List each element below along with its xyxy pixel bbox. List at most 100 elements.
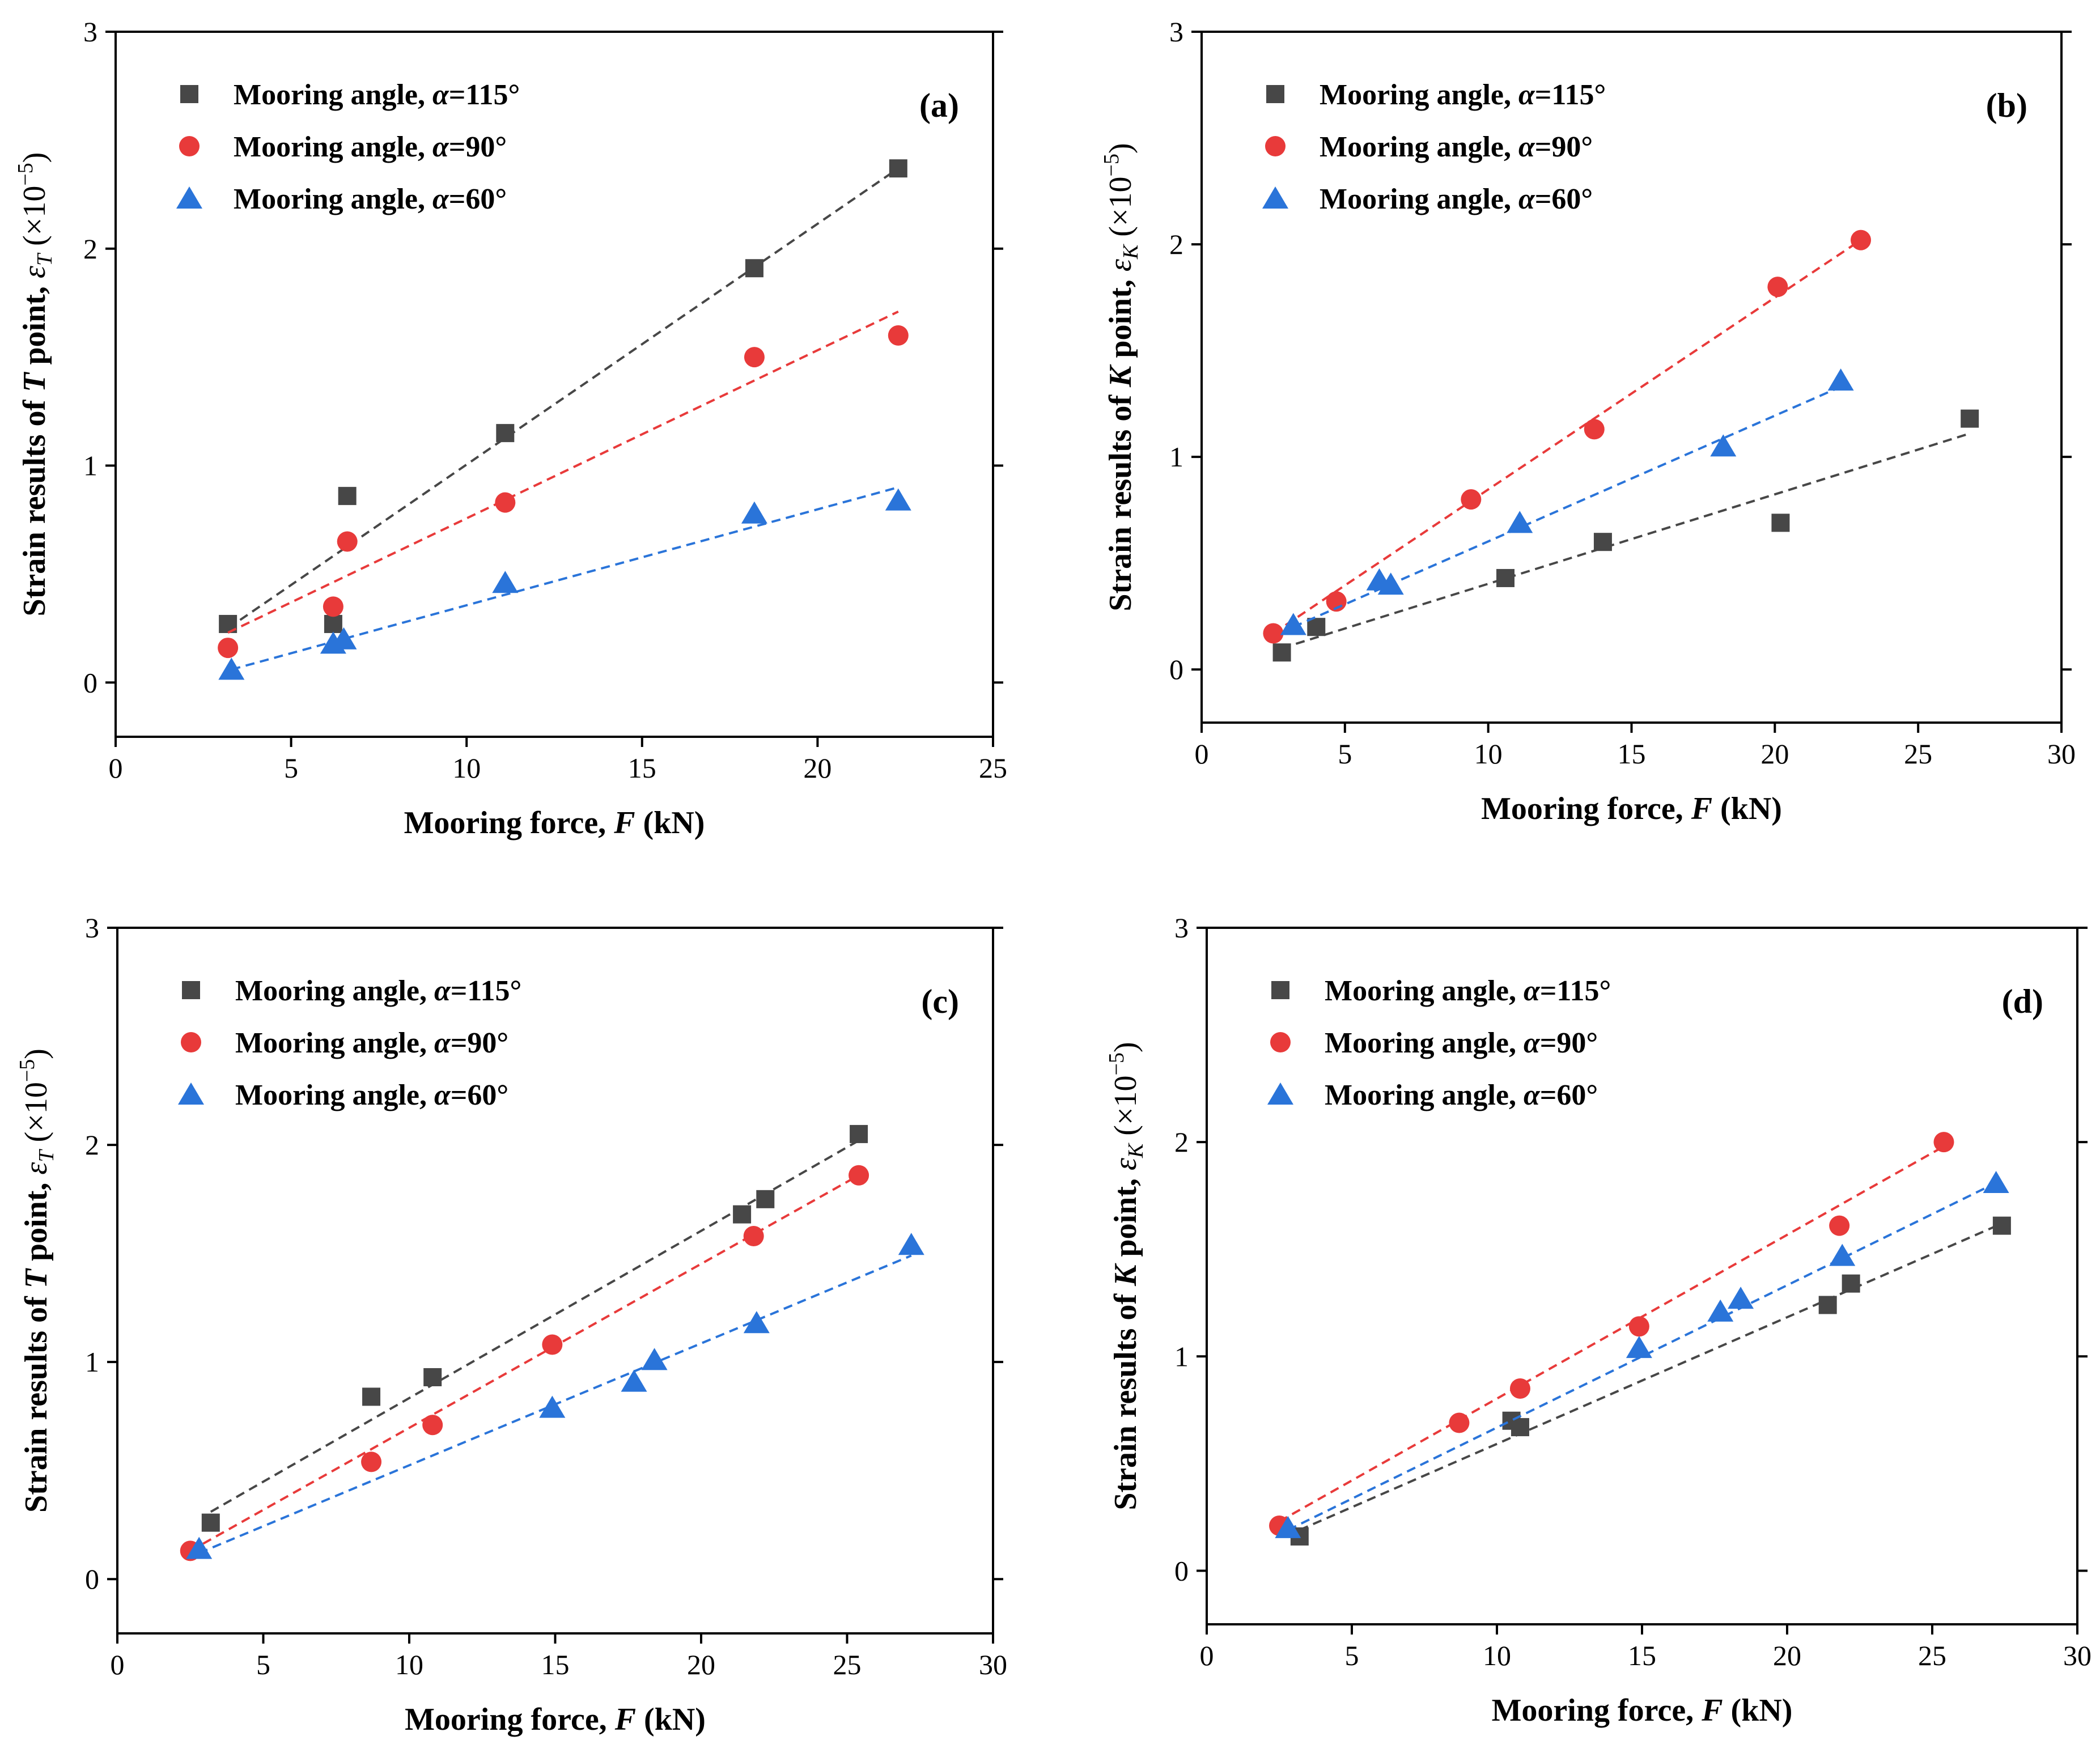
- x-axis-title-unit: (kN): [636, 1702, 706, 1737]
- fit-line-60: [1287, 1182, 1997, 1531]
- x-axis-title: Mooring force, F (kN): [404, 805, 705, 840]
- y-axis-title-close: ): [19, 1048, 54, 1059]
- data-point-90: [743, 1225, 764, 1246]
- data-point-60: [741, 501, 767, 524]
- x-tick-label: 5: [256, 1649, 270, 1680]
- x-tick-label: 20: [687, 1649, 715, 1680]
- y-tick-label: 1: [1174, 1340, 1189, 1372]
- legend-marker-90: [1270, 1032, 1291, 1052]
- y-axis-title-close: ): [1108, 1042, 1143, 1052]
- data-point-115: [889, 159, 907, 178]
- panel-label: (c): [921, 983, 959, 1020]
- legend: Mooring angle, α=115°Mooring angle, α=90…: [1267, 975, 1611, 1111]
- legend-label-115: Mooring angle, α=115°: [235, 975, 521, 1007]
- y-axis-title-var: T: [17, 371, 52, 392]
- legend-label-text: Mooring angle,: [235, 1027, 434, 1059]
- legend-label-value: =90°: [1535, 131, 1593, 163]
- data-point-90: [1767, 277, 1788, 298]
- fit-line-115: [210, 1139, 860, 1513]
- y-axis-title-text: Strain results of: [1103, 387, 1138, 612]
- legend-label-var: α: [1518, 131, 1535, 163]
- legend-label-60: Mooring angle, α=60°: [234, 183, 507, 215]
- series-60: [186, 1233, 924, 1559]
- data-point-115: [1511, 1418, 1529, 1437]
- legend-label-var: α: [434, 1027, 451, 1059]
- data-point-60: [1275, 1515, 1301, 1538]
- x-axis-title-text: Mooring force,: [405, 1702, 615, 1737]
- y-tick-label: 3: [1169, 16, 1183, 48]
- data-point-60: [330, 627, 357, 649]
- data-point-90: [1509, 1378, 1530, 1399]
- legend-marker-115: [180, 85, 198, 103]
- legend: Mooring angle, α=115°Mooring angle, α=90…: [1262, 79, 1606, 215]
- legend-label-90: Mooring angle, α=90°: [1320, 131, 1593, 163]
- legend-label-var: α: [1524, 975, 1541, 1007]
- data-point-115: [496, 424, 515, 443]
- y-axis-title-var: K: [1103, 364, 1138, 388]
- x-axis-title: Mooring force, F (kN): [1481, 791, 1782, 826]
- y-axis-title-mid: point,: [1103, 271, 1138, 366]
- x-axis-title-var: F: [614, 1702, 636, 1737]
- legend-marker-115: [182, 981, 200, 999]
- x-axis-title-unit: (kN): [1723, 1693, 1793, 1728]
- data-point-60: [1626, 1336, 1652, 1359]
- data-point-60: [1710, 434, 1737, 457]
- x-tick-label: 10: [1483, 1640, 1511, 1671]
- data-point-115: [1771, 513, 1790, 532]
- y-axis-title-subscript: K: [1124, 1143, 1148, 1158]
- data-point-90: [1829, 1215, 1850, 1236]
- data-point-90: [1933, 1132, 1954, 1153]
- x-tick-label: 25: [1904, 738, 1932, 770]
- data-point-115: [1992, 1216, 2011, 1235]
- legend-marker-90: [181, 1032, 201, 1052]
- data-point-115: [423, 1368, 442, 1386]
- legend-label-text: Mooring angle,: [1320, 79, 1518, 111]
- y-tick-label: 0: [1169, 653, 1183, 685]
- legend-label-90: Mooring angle, α=90°: [235, 1027, 508, 1059]
- y-axis-title-scale: (×10: [17, 186, 52, 254]
- x-tick-label: 10: [452, 752, 481, 784]
- y-tick-label: 3: [1174, 912, 1189, 944]
- x-tick-label: 20: [803, 752, 831, 784]
- data-point-115: [756, 1190, 775, 1208]
- y-axis-title-text: Strain results of: [17, 392, 52, 617]
- legend-marker-115: [1266, 85, 1284, 103]
- data-point-60: [743, 1311, 770, 1334]
- fit-line-90: [1279, 1145, 1945, 1523]
- legend: Mooring angle, α=115° Mooring angle, α=90…: [178, 975, 521, 1111]
- data-point-60: [1377, 572, 1404, 595]
- x-axis-title-unit: (kN): [635, 805, 705, 840]
- y-axis-title-symbol: ε: [17, 265, 52, 278]
- series-90: [180, 1165, 869, 1561]
- data-point-90: [1584, 419, 1605, 440]
- data-point-60: [885, 488, 911, 511]
- x-tick-label: 0: [111, 1649, 125, 1680]
- x-tick-label: 15: [1628, 1640, 1656, 1671]
- panel-b: 0 5 10 15 20 25 30 0 1 2 3 Mooring force, F (kN) Str…: [1100, 16, 2076, 826]
- x-tick-label: 10: [395, 1649, 423, 1680]
- legend-label-text: Mooring angle,: [235, 975, 434, 1007]
- data-point-90: [888, 325, 909, 346]
- x-tick-label: 15: [628, 752, 656, 784]
- legend-label-value: =60°: [1540, 1079, 1598, 1111]
- data-point-60: [1827, 368, 1854, 391]
- legend-label-value: =115°: [451, 975, 522, 1007]
- legend-label-60: Mooring angle, α=60°: [1320, 183, 1593, 215]
- data-point-115: [338, 487, 357, 506]
- y-tick-label: 3: [85, 912, 99, 944]
- legend-label-value: =60°: [1535, 183, 1593, 215]
- legend-label-value: =60°: [451, 1079, 508, 1111]
- data-point-115: [1307, 618, 1326, 636]
- x-tick-label: 30: [2047, 738, 2076, 770]
- x-tick-label: 0: [109, 752, 123, 784]
- y-axis-title-subscript: K: [1119, 244, 1143, 260]
- series-60: [1275, 1171, 2009, 1538]
- x-tick-label: 30: [2063, 1640, 2091, 1671]
- x-tick-label: 15: [1618, 738, 1646, 770]
- x-tick-label: 20: [1773, 1640, 1801, 1671]
- series-115: [1272, 409, 1979, 662]
- legend-label-text: Mooring angle,: [1320, 131, 1518, 163]
- legend-marker-60: [178, 1082, 204, 1105]
- y-axis-title-symbol: ε: [19, 1162, 54, 1175]
- data-point-90: [744, 347, 765, 368]
